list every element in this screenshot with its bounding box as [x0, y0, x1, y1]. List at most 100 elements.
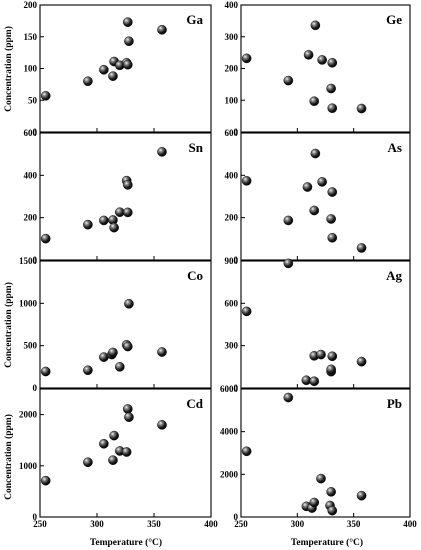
data-point — [99, 438, 109, 449]
y-tick-label: 500 — [24, 341, 38, 351]
y-tick-label: 0 — [234, 127, 239, 137]
data-point — [109, 430, 119, 441]
y-tick-label: 0 — [33, 255, 38, 265]
data-point — [83, 219, 93, 230]
data-point — [316, 473, 326, 484]
y-tick-label: 100 — [225, 95, 239, 105]
data-point — [317, 55, 327, 65]
data-point — [327, 57, 338, 68]
y-tick-label: 0 — [33, 127, 38, 137]
data-point — [310, 148, 321, 159]
data-point — [326, 83, 336, 94]
data-point — [283, 215, 294, 226]
data-point — [326, 214, 336, 224]
data-point — [40, 91, 51, 101]
data-point — [99, 64, 109, 75]
data-point — [122, 341, 133, 352]
y-tick-label: 2000 — [19, 410, 38, 420]
data-point — [122, 180, 133, 190]
data-point — [124, 412, 134, 422]
panel-cd: 0 1000 2000 250 300 350 400 Cd — [19, 388, 218, 529]
data-point — [83, 76, 93, 86]
element-label: Sn — [189, 140, 204, 155]
y-tick-label: 300 — [225, 32, 239, 42]
y-tick-label: 1000 — [19, 298, 38, 308]
y-tick-label: 900 — [225, 256, 239, 266]
y-tick-label: 150 — [24, 32, 38, 42]
x-tick-label: 350 — [347, 519, 361, 529]
data-point — [327, 351, 338, 362]
panel-frame — [39, 132, 212, 261]
y-tick-label: 600 — [225, 128, 239, 138]
y-axis-title-row-3: Concentration (ppm) — [3, 282, 14, 368]
data-point — [317, 177, 327, 187]
y-axis-title-row-1: Concentration (ppm) — [3, 26, 14, 112]
y-axis-title-row-4: Concentration (ppm) — [3, 414, 14, 500]
y-tick-label: 600 — [225, 298, 239, 308]
data-point — [356, 243, 367, 253]
data-point — [241, 176, 252, 186]
x-tick-label: 300 — [291, 519, 305, 529]
element-label: Pb — [387, 396, 402, 411]
y-tick-label: 200 — [24, 213, 38, 223]
data-point — [283, 75, 294, 86]
data-point — [124, 298, 134, 309]
panel-frame — [39, 260, 212, 389]
data-point — [309, 96, 320, 107]
data-point — [122, 404, 133, 414]
y-tick-label: 0 — [234, 255, 239, 265]
data-point — [124, 36, 134, 46]
data-point — [108, 71, 118, 81]
data-point — [122, 207, 133, 218]
y-tick-label: 1000 — [19, 461, 38, 471]
panel-frame — [240, 4, 411, 133]
data-point — [99, 352, 109, 362]
y-tick-label: 0 — [33, 383, 38, 393]
data-point — [157, 420, 167, 430]
panel-ge: 0 100 200 300 400 Ge — [225, 0, 411, 137]
y-tick-label: 600 — [24, 128, 38, 138]
data-point — [327, 232, 338, 243]
data-point — [356, 356, 367, 367]
data-point — [40, 366, 51, 377]
data-point — [40, 475, 51, 486]
element-label: Ge — [386, 12, 402, 27]
y-tick-label: 0 — [234, 383, 239, 393]
element-label: Co — [187, 268, 203, 283]
x-tick-label: 400 — [403, 519, 417, 529]
panel-sn: 0 200 400 600 Sn — [24, 128, 212, 265]
y-tick-label: 200 — [225, 213, 239, 223]
data-point — [40, 233, 51, 244]
data-point — [241, 53, 252, 64]
y-tick-label: 200 — [225, 64, 239, 74]
panel-ag: 0 300 600 900 Ag — [225, 256, 411, 393]
panel-pb: 0 2000 4000 6000 250 300 350 400 Pb — [220, 384, 417, 529]
panel-ga: 0 50 100 150 200 Ga — [24, 0, 212, 137]
data-point — [241, 306, 252, 317]
data-point — [356, 490, 367, 501]
y-tick-label: 200 — [24, 0, 38, 10]
y-tick-label: 400 — [225, 170, 239, 180]
data-point — [303, 50, 314, 60]
data-point — [327, 103, 338, 113]
x-axis-title-right: Temperature (°C) — [291, 537, 363, 548]
y-tick-label: 0 — [33, 512, 38, 522]
element-label: As — [388, 140, 402, 155]
y-tick-label: 4000 — [220, 427, 239, 437]
data-point — [326, 364, 336, 375]
panel-frame — [39, 388, 212, 518]
element-label: Cd — [186, 396, 203, 411]
panel-frame — [240, 260, 411, 389]
y-tick-label: 100 — [24, 64, 38, 74]
data-point — [122, 17, 133, 27]
data-point — [327, 187, 338, 197]
data-point — [109, 222, 119, 233]
x-tick-label: 350 — [147, 519, 161, 529]
x-axis-title-left: Temperature (°C) — [90, 537, 162, 548]
panel-as: 0 200 400 600 As — [225, 128, 411, 265]
data-point — [326, 487, 336, 497]
element-label: Ag — [386, 268, 402, 283]
panel-frame — [240, 132, 411, 261]
data-point — [309, 376, 320, 387]
